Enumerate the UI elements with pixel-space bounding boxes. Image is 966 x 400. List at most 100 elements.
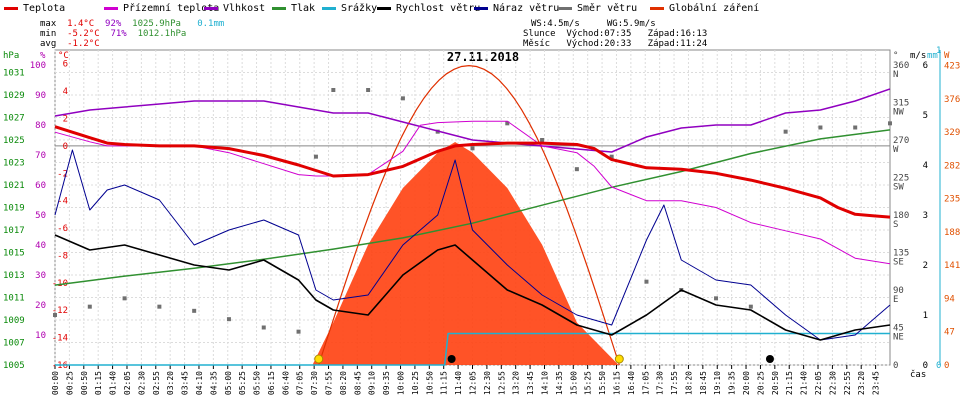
stats-ws: WS:4.5m/s	[531, 19, 580, 29]
pressure-tick-label: 1013	[3, 271, 25, 281]
direction-tick-label: 270	[893, 136, 909, 146]
series-layer	[53, 64, 892, 366]
wind-direction-point	[331, 88, 336, 92]
pressure-tick-label: 1015	[3, 249, 25, 259]
x-tick-label: 20:25	[756, 371, 765, 395]
wind-direction-point	[296, 329, 301, 334]
radiation-tick-label: 94	[944, 294, 955, 304]
x-tick-label: 02:55	[152, 371, 161, 395]
temperature-axis-unit: °C	[58, 51, 69, 61]
pressure-tick-label: 1009	[3, 316, 25, 326]
wind-speed-line	[54, 234, 891, 341]
axes-layer: 00:00 00:25 00:50 01:15 01:40 02:05 02:30 02:55…	[3, 46, 960, 395]
legend-swatch	[377, 7, 391, 10]
humidity-tick-label: 40	[35, 241, 46, 251]
wind-direction-point	[157, 304, 162, 309]
stats-min-temp: -5.2°C	[67, 29, 100, 39]
wind-direction-point	[87, 304, 92, 309]
temperature-tick-label: -14	[52, 334, 68, 344]
humidity-tick-label: 60	[35, 181, 46, 191]
legend-label: Globální záření	[669, 3, 760, 14]
humidity-tick-label: 10	[35, 331, 46, 341]
direction-compass-label: N	[893, 70, 898, 80]
x-tick-label: 21:15	[785, 371, 794, 395]
legend-swatch	[272, 7, 286, 10]
x-tick-label: 22:05	[814, 371, 823, 395]
direction-compass-label: E	[893, 295, 898, 305]
stats-max-label: max	[40, 19, 57, 29]
direction-tick-label: 225	[893, 174, 909, 184]
pressure-tick-label: 1005	[3, 361, 25, 371]
legend-swatch	[104, 7, 118, 10]
wind-direction-point	[226, 317, 231, 322]
direction-compass-label: SE	[893, 258, 904, 268]
x-axis-unit: čas	[910, 369, 926, 380]
temperature-tick-label: -8	[57, 251, 68, 261]
pressure-tick-label: 1031	[3, 69, 25, 79]
radiation-tick-label: 423	[944, 62, 960, 72]
wind-tick-label: 1	[923, 311, 928, 321]
pressure-tick-label: 1029	[3, 91, 25, 101]
x-tick-label: 08:45	[353, 371, 362, 395]
x-tick-label: 13:45	[526, 371, 535, 395]
legend-label: Tlak	[291, 3, 316, 14]
x-tick-label: 11:40	[454, 371, 463, 395]
x-tick-label: 17:55	[670, 371, 679, 395]
x-tick-label: 07:30	[310, 371, 319, 395]
wind-direction-point	[714, 296, 719, 301]
legend-label: Přízemní teplota	[123, 3, 220, 14]
x-tick-label: 08:20	[339, 371, 348, 395]
x-tick-label: 15:00	[569, 371, 578, 395]
wind-tick-label: 5	[923, 111, 928, 121]
x-tick-label: 10:50	[425, 371, 434, 395]
wind-tick-label: 2	[923, 261, 928, 271]
legend-swatch	[474, 7, 488, 10]
stats-avg-temp: -1.2°C	[67, 39, 100, 49]
temperature-tick-label: -2	[57, 169, 68, 179]
radiation-tick-label: 141	[944, 261, 960, 271]
wind-tick-label: 4	[923, 161, 928, 171]
humidity-axis-unit: %	[40, 51, 46, 61]
legend-item: Vlhkost	[204, 3, 265, 14]
radiation-tick-label: 376	[944, 95, 960, 105]
wind-direction-point	[366, 88, 371, 92]
pressure-tick-label: 1019	[3, 204, 25, 214]
wind-direction-point	[261, 325, 266, 330]
stats-avg-label: avg	[40, 39, 57, 49]
stats-moon-rise: Východ:20:33	[566, 39, 632, 49]
stats-wind-row: WS:4.5m/s WG:5.9m/s	[531, 19, 656, 29]
legend-item: Směr větru	[558, 3, 637, 14]
rain-axis-unit: mm	[927, 51, 938, 61]
pressure-tick-label: 1023	[3, 159, 25, 169]
temperature-tick-label: -12	[52, 306, 68, 316]
direction-compass-label: W	[893, 145, 899, 155]
direction-axis-unit: °	[893, 51, 898, 61]
wind-direction-point	[609, 154, 614, 159]
stats-avg-row: avg -1.2°C	[40, 39, 100, 49]
x-tick-label: 05:50	[253, 371, 262, 395]
humidity-tick-label: 20	[35, 301, 46, 311]
temperature-tick-label: 4	[63, 87, 68, 97]
x-tick-label: 03:45	[181, 371, 190, 395]
x-tick-label: 20:00	[742, 371, 751, 395]
legend-label: Srážky	[341, 3, 378, 14]
pressure-tick-label: 1011	[3, 294, 25, 304]
temperature-line	[54, 125, 891, 219]
radiation-tick-label: 188	[944, 228, 960, 238]
direction-tick-label: 90	[893, 286, 904, 296]
x-tick-label: 07:55	[325, 371, 334, 395]
pressure-line	[54, 129, 891, 286]
wind-direction-point	[313, 154, 318, 159]
radiation-tick-label: 282	[944, 161, 960, 171]
x-tick-label: 10:00	[397, 371, 406, 395]
stats-wg: WG:5.9m/s	[606, 19, 656, 29]
legend-swatch	[558, 7, 572, 10]
pressure-tick-label: 1027	[3, 114, 25, 124]
x-tick-label: 02:05	[123, 371, 132, 395]
direction-tick-label: 135	[893, 249, 909, 259]
x-tick-label: 16:40	[627, 371, 636, 395]
wind-direction-point	[818, 125, 823, 130]
legend-item: Rychlost větru	[377, 3, 480, 14]
x-tick-label: 03:20	[166, 371, 175, 395]
